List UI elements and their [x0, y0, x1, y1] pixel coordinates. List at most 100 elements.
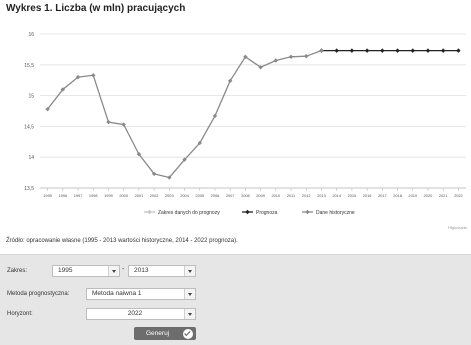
data-point: [304, 53, 309, 59]
data-point: [258, 65, 263, 70]
chart-credit[interactable]: Highcharts: [447, 225, 467, 230]
x-tick-label: 2022: [454, 193, 463, 198]
legend-item: Dane historyczne: [302, 209, 355, 216]
legend-label: Prognoza: [256, 210, 278, 216]
method-label: Metoda prognostyczna:: [7, 291, 70, 297]
data-point: [349, 48, 355, 53]
x-tick-label: 2009: [256, 193, 265, 198]
x-tick-label: 2010: [271, 193, 280, 198]
x-axis-ticks: 1995 1996 1997 1998 1999 2000 2001 2002 2003 2004…: [43, 188, 463, 198]
data-point: [197, 140, 202, 146]
legend-marker: [305, 209, 310, 215]
chevron-down-icon: [108, 266, 119, 276]
data-point: [75, 74, 81, 80]
legend-label: Zakres danych do prognozy: [158, 210, 220, 216]
chevron-down-icon: [184, 266, 195, 276]
x-tick-label: 1998: [89, 193, 98, 198]
range-to-value: 2013: [134, 267, 149, 274]
generate-label: Generuj: [146, 330, 170, 337]
line-chart: 13,5 14 14,5 15 15,5 16 1995 1996 1997 1998 1999 2…: [24, 32, 466, 216]
y-tick-label: 14,5: [24, 124, 34, 130]
data-point: [380, 48, 385, 53]
data-point: [425, 48, 431, 53]
chart-title: Wykres 1. Liczba (w mln) pracujących: [6, 3, 186, 14]
data-point: [334, 48, 339, 53]
range-to-select[interactable]: 2013: [128, 265, 196, 277]
legend-item: Zakres danych do prognozy: [144, 209, 220, 216]
x-tick-label: 1995: [43, 193, 52, 198]
chart-grid: [40, 33, 466, 189]
data-point: [456, 48, 461, 53]
data-point: [227, 78, 233, 84]
legend-item: Prognoza: [242, 209, 278, 216]
horizon-label: Horyzont:: [7, 311, 33, 317]
y-tick-label: 15,5: [24, 63, 34, 69]
data-point: [91, 73, 96, 78]
range-label: Zakres:: [7, 268, 28, 274]
y-tick-label: 15: [28, 94, 34, 100]
data-point: [395, 48, 400, 53]
source-note: Źródło: opracowanie własne (1995 - 2013 …: [6, 238, 238, 244]
x-tick-label: 2004: [180, 193, 189, 198]
data-point: [273, 58, 279, 63]
method-select[interactable]: Metoda naiwna 1: [86, 288, 196, 300]
x-tick-label: 1997: [74, 193, 83, 198]
chevron-down-icon: [184, 289, 195, 299]
horizon-select[interactable]: 2022: [86, 308, 196, 320]
y-tick-label: 14: [28, 155, 34, 161]
x-tick-label: 2002: [150, 193, 159, 198]
data-point: [167, 175, 172, 180]
legend-label: Dane historyczne: [316, 210, 355, 216]
data-point: [288, 54, 294, 59]
data-point: [121, 122, 126, 127]
range-separator: -: [122, 266, 125, 273]
method-value: Metoda naiwna 1: [92, 290, 142, 297]
legend-marker: [245, 209, 250, 215]
x-tick-label: 2000: [119, 193, 128, 198]
data-point: [212, 113, 218, 119]
y-tick-label: 13,5: [24, 186, 34, 192]
y-tick-label: 16: [28, 32, 34, 38]
data-point: [151, 171, 157, 177]
legend-marker: [147, 209, 152, 215]
x-tick-label: 2006: [211, 193, 220, 198]
data-point: [106, 119, 111, 125]
x-tick-label: 2013: [317, 193, 326, 198]
data-point: [410, 48, 415, 53]
x-tick-label: 2001: [135, 193, 144, 198]
y-axis-ticks: 13,5 14 14,5 15 15,5 16: [24, 32, 34, 192]
x-tick-label: 2008: [241, 193, 250, 198]
generate-button[interactable]: Generuj: [134, 327, 196, 340]
chart-legend: Zakres danych do prognozy Prognoza Dane hi…: [144, 209, 355, 216]
x-tick-label: 2020: [424, 193, 433, 198]
x-tick-label: 2018: [393, 193, 402, 198]
data-point: [440, 48, 446, 53]
x-tick-label: 2019: [408, 193, 417, 198]
x-tick-label: 2014: [332, 193, 341, 198]
data-point: [136, 151, 142, 157]
data-point: [364, 48, 370, 53]
chevron-down-icon: [184, 309, 195, 319]
x-tick-label: 2021: [439, 193, 448, 198]
x-tick-label: 2005: [195, 193, 204, 198]
x-tick-label: 2017: [378, 193, 387, 198]
range-from-value: 1995: [58, 267, 73, 274]
data-point: [45, 106, 50, 112]
x-tick-label: 2012: [302, 193, 311, 198]
data-point: [60, 87, 66, 92]
forecast-form: Zakres: 1995 - 2013 Metoda prognostyczna…: [0, 254, 471, 345]
chart-series: [45, 48, 461, 180]
x-tick-label: 1996: [58, 193, 67, 198]
x-tick-label: 1999: [104, 193, 113, 198]
x-tick-label: 2016: [363, 193, 372, 198]
x-tick-label: 2003: [165, 193, 174, 198]
data-point: [319, 48, 324, 53]
range-from-select[interactable]: 1995: [52, 265, 120, 277]
x-tick-label: 2007: [226, 193, 235, 198]
x-tick-label: 2015: [348, 193, 357, 198]
data-point: [182, 157, 187, 162]
check-icon: [183, 328, 193, 339]
data-point: [243, 54, 248, 59]
horizon-value: 2022: [127, 310, 143, 317]
x-tick-label: 2011: [287, 193, 295, 198]
